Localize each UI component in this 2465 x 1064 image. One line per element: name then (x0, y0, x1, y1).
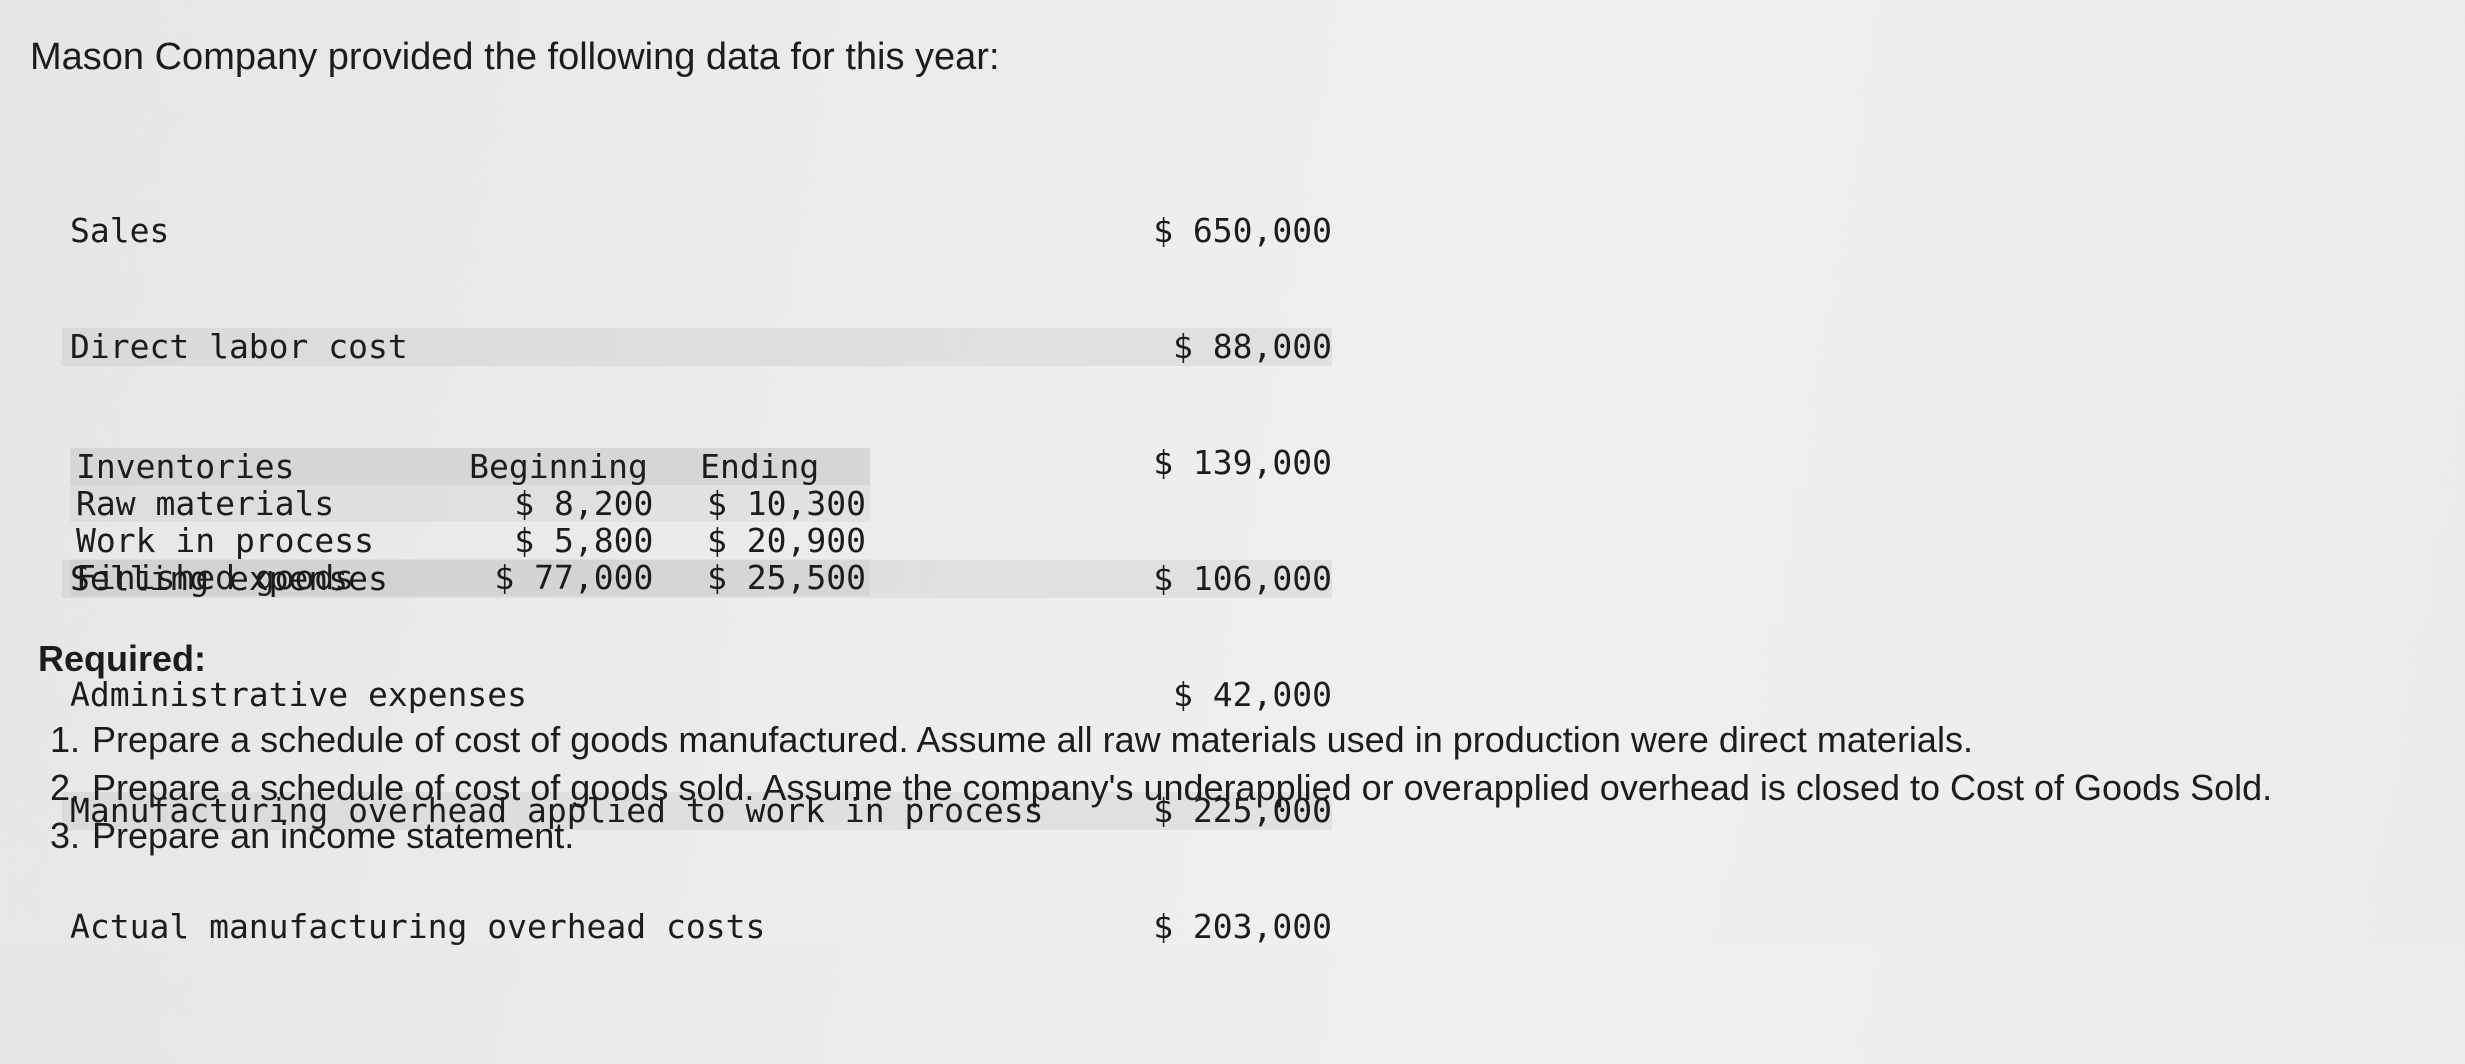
inventory-label: Finished goods (76, 558, 355, 597)
data-label: Sales (70, 211, 170, 250)
required-list: 1. Prepare a schedule of cost of goods m… (50, 720, 2430, 864)
intro-text: Mason Company provided the following dat… (30, 36, 1000, 78)
list-item: 2. Prepare a schedule of cost of goods s… (50, 768, 2430, 808)
inventory-beginning: $ 8,200 (514, 484, 654, 523)
data-label: Selling expenses (70, 559, 388, 598)
inventory-beginning: $ 77,000 (494, 558, 654, 597)
data-value: $ 650,000 (1153, 211, 1332, 250)
table-row: Raw materials $ 8,200 $ 10,300 (70, 485, 870, 522)
inventory-ending: $ 25,500 (707, 558, 866, 597)
list-item-text: Prepare an income statement. (92, 815, 575, 856)
list-item: 1. Prepare a schedule of cost of goods m… (50, 720, 2430, 760)
data-row-administrative-expenses: Administrative expenses $ 42,000 (62, 676, 1332, 714)
list-item: 3. Prepare an income statement. (50, 816, 2430, 856)
data-value: $ 139,000 (1153, 443, 1332, 482)
header-inventories: Inventories (76, 447, 295, 486)
list-item-text: Prepare a schedule of cost of goods manu… (92, 719, 1973, 760)
list-item-number: 2. (50, 767, 81, 808)
data-label: Actual manufacturing overhead costs (70, 907, 766, 946)
inventory-label: Work in process (76, 521, 375, 560)
data-label: Raw material purchases (70, 443, 508, 482)
inventories-header-row: Inventories Beginning Ending (70, 448, 870, 485)
data-value: $ 203,000 (1153, 907, 1332, 946)
data-value: $ 225,000 (1153, 791, 1332, 830)
data-value: $ 88,000 (1173, 327, 1332, 366)
data-row-raw-material-purchases: Raw material purchases $ 139,000 (62, 444, 1332, 482)
data-label: Direct labor cost (70, 327, 408, 366)
list-item-number: 1. (50, 719, 81, 760)
header-ending: Ending (700, 447, 820, 486)
table-row: Finished goods $ 77,000 $ 25,500 (70, 559, 870, 596)
table-row: Work in process $ 5,800 $ 20,900 (70, 522, 870, 559)
cost-data-table: Sales $ 650,000 Direct labor cost $ 88,0… (62, 134, 1332, 985)
data-row-overhead-applied: Manufacturing overhead applied to work i… (62, 792, 1332, 830)
required-heading: Required: (38, 638, 207, 679)
data-label: Administrative expenses (70, 675, 527, 714)
inventory-ending: $ 10,300 (707, 484, 866, 523)
data-value: $ 42,000 (1173, 675, 1332, 714)
data-row-sales: Sales $ 650,000 (62, 212, 1332, 250)
data-row-selling-expenses: Selling expenses $ 106,000 (62, 560, 1332, 598)
inventory-label: Raw materials (76, 484, 335, 523)
data-value: $ 106,000 (1153, 559, 1332, 598)
inventory-ending: $ 20,900 (707, 521, 866, 560)
data-row-actual-overhead: Actual manufacturing overhead costs $ 20… (62, 908, 1332, 946)
data-row-direct-labor: Direct labor cost $ 88,000 (62, 328, 1332, 366)
inventories-table: Inventories Beginning Ending Raw materia… (70, 448, 870, 596)
list-item-text: Prepare a schedule of cost of goods sold… (92, 767, 2273, 808)
list-item-number: 3. (50, 815, 81, 856)
inventory-beginning: $ 5,800 (514, 521, 654, 560)
data-label: Manufacturing overhead applied to work i… (70, 791, 1044, 830)
header-beginning: Beginning (469, 447, 648, 486)
